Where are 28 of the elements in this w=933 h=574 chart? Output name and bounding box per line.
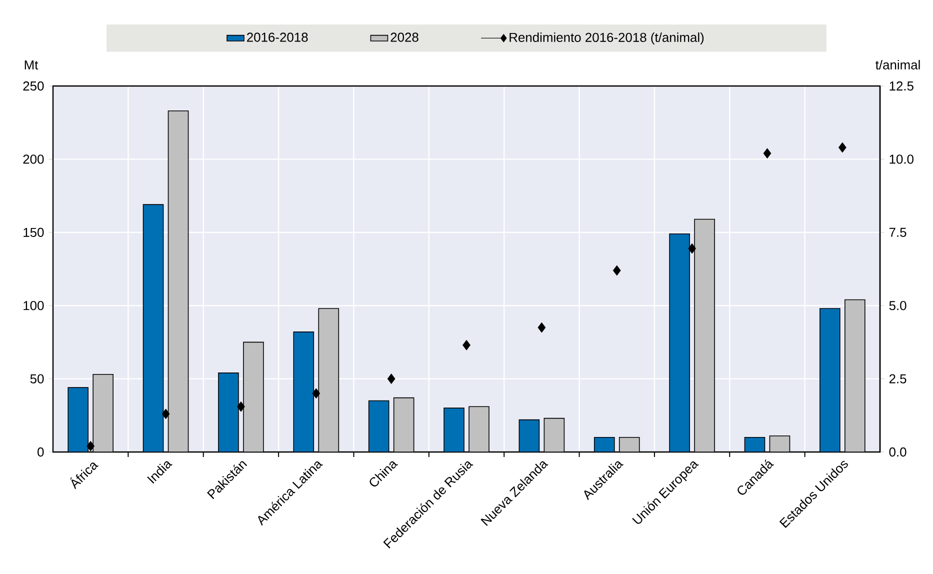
point xyxy=(237,401,245,412)
legend-label: 2028 xyxy=(390,32,418,42)
y-tick-label: 0 xyxy=(38,447,44,457)
point xyxy=(688,243,696,254)
legend-label: Rendimiento 2016-2018 (t/animal) xyxy=(510,32,704,45)
y-tick-label: 50 xyxy=(30,374,44,384)
y-axis-title: Mt xyxy=(24,60,38,70)
point xyxy=(312,388,320,399)
y-tick-label: 100 xyxy=(24,301,44,310)
y-tick-label: 200 xyxy=(23,154,44,164)
point xyxy=(162,408,170,420)
point xyxy=(612,265,621,276)
point xyxy=(763,148,772,159)
y2-tick-label: 5.0 xyxy=(889,301,906,310)
point xyxy=(838,142,846,153)
point xyxy=(538,322,546,333)
y2-tick-label: 10.0 xyxy=(890,154,914,164)
y2-tick-label: 7.5 xyxy=(889,228,906,237)
y2-tick-label: 0.0 xyxy=(889,447,906,457)
y2-tick-label: 2.5 xyxy=(889,374,906,384)
y2-tick-label: 12.5 xyxy=(890,81,914,91)
point xyxy=(387,374,396,384)
y2-axis-title: t/animal xyxy=(876,60,920,70)
point xyxy=(86,440,95,452)
y-tick-label: 150 xyxy=(24,228,44,237)
legend-label: 2016-2018 xyxy=(247,32,308,42)
point xyxy=(462,340,470,350)
y-tick-label: 250 xyxy=(23,81,44,91)
